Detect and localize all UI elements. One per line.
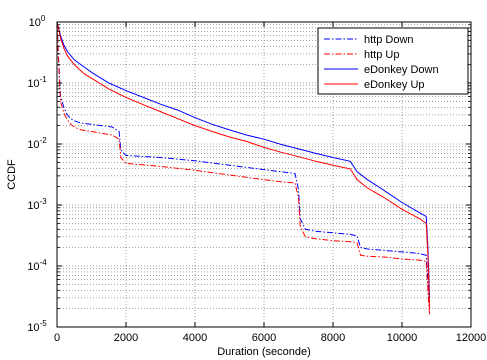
legend-label: eDonkey Down (364, 64, 439, 76)
series-line-edonkey-up (56, 21, 431, 309)
legend-label: eDonkey Up (364, 79, 425, 91)
y-tick-label: 10-1 (27, 75, 47, 90)
y-tick-label: 10-2 (27, 136, 47, 151)
y-axis-label: CCDF (6, 159, 18, 190)
x-tick-label: 4000 (183, 332, 207, 344)
legend-label: http Down (364, 34, 414, 46)
series-lines (56, 21, 431, 317)
axis-ticks: 0 2000 4000 6000 8000 10000 12000 100 10-1 10-2 10… (27, 14, 486, 344)
x-tick-label: 2000 (114, 332, 138, 344)
x-tick-label: 10000 (387, 332, 418, 344)
x-axis-label: Duration (seconde) (217, 346, 311, 358)
x-tick-label: 6000 (252, 332, 276, 344)
series-line-http-down (56, 21, 431, 309)
y-tick-label: 10-5 (27, 319, 47, 334)
legend: http Down http Up eDonkey Down eDonkey Up (317, 27, 469, 95)
series-line-http-up (56, 21, 431, 317)
y-tick-label: 10-4 (27, 258, 47, 273)
y-tick-label: 10-3 (27, 197, 47, 212)
x-tick-label: 8000 (321, 332, 345, 344)
series-line-edonkey-down (56, 21, 431, 298)
x-tick-label: 0 (54, 332, 60, 344)
legend-box (317, 27, 469, 95)
legend-label: http Up (364, 49, 399, 61)
y-tick-label: 100 (29, 14, 46, 29)
x-tick-label: 12000 (456, 332, 487, 344)
